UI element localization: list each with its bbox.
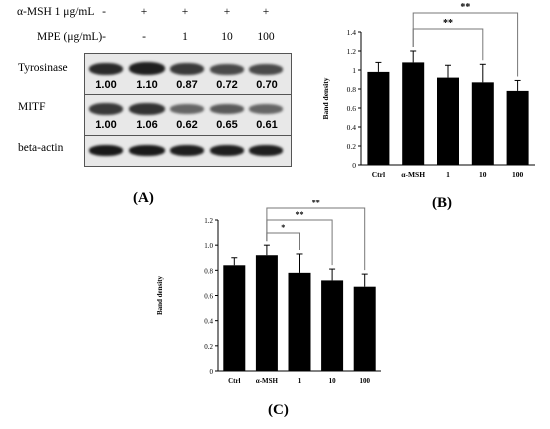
msh-value: + [140,6,148,18]
density-value: 1.00 [95,119,117,131]
category-label: 10 [479,170,487,179]
blot-label-mitf: MITF [18,101,46,113]
category-label: α-MSH [401,170,425,179]
y-tick-label: 0.6 [204,293,213,301]
y-tick-label: 0.8 [347,85,357,94]
blot-band [129,62,165,75]
blot-label-tyrosinase: Tyrosinase [18,62,68,74]
mpe-value: - [102,31,106,43]
panel-letter-a: (A) [133,190,154,206]
significance-marker: ** [296,210,304,219]
category-label: 10 [329,377,337,385]
blot-label-beta-actin: beta-actin [18,142,64,154]
y-tick-label: 0.8 [204,267,213,275]
density-value: 1.06 [136,119,158,131]
msh-value: - [102,6,106,18]
bar [437,77,459,165]
category-label: 100 [512,170,523,179]
bar [353,286,376,371]
significance-marker: ** [312,200,320,207]
mpe-value: - [142,31,146,43]
blot-tyrosinase: 1.00 1.10 0.87 0.72 0.70 [84,53,292,95]
bar [223,265,246,371]
significance-bracket [266,232,300,250]
panel-letter-b: (B) [432,195,452,211]
bar [255,255,278,371]
bar [321,280,344,371]
y-axis-label: Band density [321,77,330,119]
blot-band [249,104,283,114]
significance-bracket [266,207,366,271]
density-value: 0.65 [216,119,238,131]
blot-band [170,104,204,114]
blot-band [89,145,123,156]
category-label: 100 [359,377,370,385]
blot-band [210,145,244,156]
y-tick-label: 1 [352,66,356,75]
significance-bracket [412,12,519,77]
category-label: 1 [446,170,450,179]
significance-bracket [412,28,484,61]
significance-marker: * [281,223,285,232]
blot-band [210,104,244,114]
bar [471,82,494,165]
y-axis-label: Band density [156,275,164,315]
chart-c: 0 0.2 0.4 0.6 0.8 1.0 1.2 Band density Ctrl α-MSH… [156,200,381,385]
density-value: 0.62 [176,119,198,131]
msh-value: + [181,6,189,18]
blot-band [249,145,283,156]
treatment-label-msh: α-MSH 1 μg/mL [17,6,95,18]
bar [367,71,390,165]
category-label: 1 [298,377,302,385]
blot-band [129,103,165,115]
msh-value: + [223,6,231,18]
chart-b: 0 0.2 0.4 0.6 0.8 1 1.2 1.4 Band density Ctrl α-MS… [321,2,535,179]
blot-beta-actin [84,135,292,167]
density-value: 1.10 [136,79,158,91]
blot-band [249,64,283,75]
bar [402,62,425,165]
blot-band [129,145,165,156]
y-tick-label: 0 [352,161,356,170]
density-value: 0.87 [176,79,198,91]
y-tick-label: 0.2 [204,343,213,351]
y-tick-label: 1.4 [347,28,357,37]
treatment-label-mpe: MPE (μg/mL) [37,31,103,43]
bar [506,90,529,165]
significance-marker: ** [443,18,453,29]
blot-band [89,103,123,115]
blot-band [170,63,204,75]
blot-band [170,145,204,156]
density-value: 1.00 [95,79,117,91]
y-tick-label: 0.6 [347,104,357,113]
y-tick-label: 1.0 [204,242,213,250]
significance-marker: ** [460,2,470,13]
y-tick-label: 0.2 [347,142,357,151]
msh-value: + [262,6,270,18]
panel-letter-c: (C) [268,402,289,418]
mpe-value: 100 [257,31,275,43]
blot-band [210,64,244,75]
y-tick-label: 1.2 [204,217,213,225]
y-tick-label: 0 [210,368,214,376]
category-label: Ctrl [228,377,240,385]
y-tick-label: 0.4 [347,123,357,132]
density-value: 0.70 [256,79,278,91]
mpe-value: 1 [182,31,188,43]
category-label: α-MSH [256,377,279,385]
blot-mitf: 1.00 1.06 0.62 0.65 0.61 [84,94,292,136]
bar [288,272,311,371]
density-value: 0.61 [256,119,278,131]
blot-band [89,63,123,75]
category-label: Ctrl [372,170,385,179]
density-value: 0.72 [216,79,238,91]
y-tick-label: 1.2 [347,47,357,56]
y-tick-label: 0.4 [204,318,213,326]
mpe-value: 10 [221,31,233,43]
